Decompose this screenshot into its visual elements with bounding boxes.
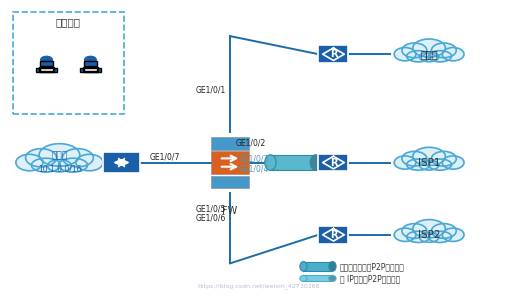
Ellipse shape bbox=[428, 159, 452, 170]
FancyBboxPatch shape bbox=[318, 226, 348, 244]
FancyBboxPatch shape bbox=[40, 61, 53, 67]
Text: GE1/0/6: GE1/0/6 bbox=[195, 214, 226, 223]
FancyBboxPatch shape bbox=[80, 68, 101, 72]
Ellipse shape bbox=[428, 51, 452, 62]
FancyBboxPatch shape bbox=[103, 152, 140, 173]
Ellipse shape bbox=[300, 275, 307, 281]
Ellipse shape bbox=[413, 147, 446, 166]
FancyBboxPatch shape bbox=[318, 154, 348, 171]
Text: https://blog.csdn.net/weixin_42730268: https://blog.csdn.net/weixin_42730268 bbox=[197, 284, 320, 289]
FancyBboxPatch shape bbox=[84, 68, 97, 71]
Text: GE1/0/1: GE1/0/1 bbox=[195, 86, 226, 95]
Ellipse shape bbox=[442, 156, 464, 169]
Ellipse shape bbox=[442, 48, 464, 61]
Text: 10.1.0.0/16: 10.1.0.0/16 bbox=[38, 165, 81, 174]
Ellipse shape bbox=[406, 51, 430, 62]
Text: GE1/0/5: GE1/0/5 bbox=[195, 205, 226, 214]
Text: 上网用户: 上网用户 bbox=[56, 17, 81, 28]
FancyBboxPatch shape bbox=[303, 275, 332, 281]
Ellipse shape bbox=[419, 232, 439, 242]
Circle shape bbox=[85, 56, 96, 63]
FancyBboxPatch shape bbox=[36, 68, 57, 72]
Ellipse shape bbox=[431, 43, 456, 58]
Ellipse shape bbox=[431, 224, 456, 238]
Circle shape bbox=[41, 56, 52, 63]
Text: 教育网: 教育网 bbox=[420, 49, 438, 59]
FancyBboxPatch shape bbox=[39, 67, 54, 72]
Ellipse shape bbox=[329, 275, 336, 281]
FancyBboxPatch shape bbox=[211, 175, 249, 188]
FancyBboxPatch shape bbox=[211, 137, 249, 150]
Ellipse shape bbox=[402, 43, 427, 58]
Text: GE1/0/7: GE1/0/7 bbox=[150, 152, 180, 161]
FancyBboxPatch shape bbox=[318, 45, 348, 63]
Ellipse shape bbox=[25, 149, 56, 167]
Text: GE1/0/2: GE1/0/2 bbox=[235, 138, 266, 147]
Ellipse shape bbox=[442, 228, 464, 241]
Text: 每 IP的最大P2P流量带宽: 每 IP的最大P2P流量带宽 bbox=[340, 274, 400, 283]
Ellipse shape bbox=[265, 155, 276, 170]
Ellipse shape bbox=[413, 39, 446, 57]
Text: R: R bbox=[330, 49, 337, 59]
Ellipse shape bbox=[406, 159, 430, 170]
Text: R: R bbox=[330, 157, 337, 168]
Ellipse shape bbox=[16, 154, 43, 171]
Ellipse shape bbox=[419, 160, 439, 170]
FancyBboxPatch shape bbox=[303, 262, 332, 271]
Text: GE1/0/3: GE1/0/3 bbox=[238, 154, 269, 163]
Ellipse shape bbox=[428, 231, 452, 243]
Ellipse shape bbox=[431, 151, 456, 166]
FancyBboxPatch shape bbox=[40, 68, 53, 71]
FancyBboxPatch shape bbox=[84, 61, 97, 67]
Ellipse shape bbox=[48, 160, 71, 172]
FancyBboxPatch shape bbox=[270, 155, 316, 170]
Ellipse shape bbox=[419, 52, 439, 62]
Ellipse shape bbox=[310, 155, 322, 170]
Ellipse shape bbox=[329, 262, 336, 271]
Text: 校园网: 校园网 bbox=[51, 151, 68, 160]
Text: ISP2: ISP2 bbox=[418, 230, 440, 240]
Ellipse shape bbox=[76, 154, 103, 171]
Ellipse shape bbox=[394, 228, 416, 241]
Ellipse shape bbox=[32, 158, 60, 172]
Ellipse shape bbox=[402, 151, 427, 166]
Text: ISP1: ISP1 bbox=[418, 157, 440, 168]
Ellipse shape bbox=[406, 231, 430, 243]
FancyBboxPatch shape bbox=[83, 67, 98, 72]
Ellipse shape bbox=[394, 156, 416, 169]
Ellipse shape bbox=[63, 149, 94, 167]
Ellipse shape bbox=[300, 262, 307, 271]
Ellipse shape bbox=[402, 224, 427, 238]
Ellipse shape bbox=[394, 48, 416, 61]
Text: GE1/0/4: GE1/0/4 bbox=[238, 164, 269, 173]
FancyBboxPatch shape bbox=[211, 151, 249, 174]
Text: 每条链路的最大P2P流量带宽: 每条链路的最大P2P流量带宽 bbox=[340, 262, 404, 271]
Text: R: R bbox=[330, 230, 337, 240]
Ellipse shape bbox=[58, 158, 87, 172]
Text: FW: FW bbox=[222, 206, 238, 216]
Ellipse shape bbox=[413, 220, 446, 238]
Ellipse shape bbox=[39, 144, 80, 166]
